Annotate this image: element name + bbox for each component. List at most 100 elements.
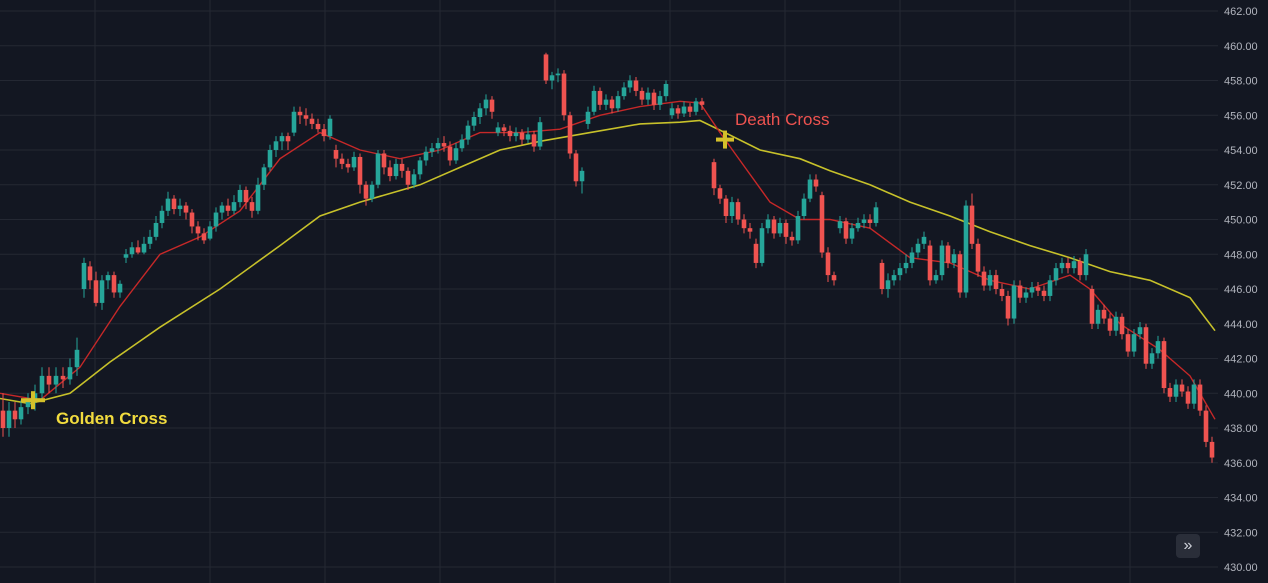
candle-body bbox=[807, 179, 813, 199]
candle bbox=[777, 217, 783, 237]
candle bbox=[339, 153, 345, 170]
price-axis[interactable]: 430.00 432.00 434.00 436.00 438.00 440.00 442.… bbox=[1224, 6, 1258, 574]
candle bbox=[573, 150, 579, 187]
candle bbox=[507, 125, 513, 142]
candle bbox=[261, 163, 267, 190]
grid bbox=[0, 0, 1218, 583]
candle-body bbox=[669, 108, 675, 116]
candle-body bbox=[351, 156, 357, 168]
candle bbox=[621, 82, 627, 100]
y-tick-label: 450.00 bbox=[1224, 215, 1258, 227]
y-tick-label: 438.00 bbox=[1224, 423, 1258, 435]
candle bbox=[1101, 304, 1107, 324]
candle-body bbox=[279, 136, 285, 142]
death-cross-marker bbox=[716, 130, 734, 149]
candle bbox=[60, 367, 66, 389]
annotations: Golden Cross Death Cross bbox=[21, 110, 829, 428]
candle-body bbox=[1167, 388, 1173, 397]
candle-body bbox=[933, 275, 939, 281]
candle-body bbox=[267, 150, 273, 168]
candle bbox=[477, 103, 483, 124]
scroll-to-realtime-button[interactable]: » bbox=[1176, 534, 1200, 558]
candle-body bbox=[1089, 289, 1095, 324]
candle-body bbox=[201, 233, 207, 241]
candle bbox=[1179, 379, 1185, 397]
candle bbox=[945, 242, 951, 269]
candle bbox=[495, 122, 501, 137]
candle-body bbox=[777, 222, 783, 234]
candle bbox=[717, 184, 723, 204]
candle bbox=[669, 103, 675, 119]
candle-body bbox=[555, 73, 561, 76]
candle bbox=[93, 271, 99, 307]
candle-body bbox=[171, 198, 177, 210]
candle-body bbox=[12, 410, 18, 420]
candle bbox=[333, 144, 339, 168]
candle bbox=[423, 146, 429, 166]
candle-body bbox=[591, 90, 597, 112]
candles bbox=[0, 52, 1215, 463]
candle bbox=[387, 160, 393, 182]
candle bbox=[1095, 304, 1101, 329]
candle-body bbox=[615, 96, 621, 109]
candle-body bbox=[1053, 268, 1059, 281]
candle-body bbox=[303, 115, 309, 119]
candle bbox=[417, 156, 423, 180]
candle-body bbox=[1161, 341, 1167, 389]
candle-body bbox=[417, 160, 423, 175]
candle bbox=[453, 143, 459, 164]
candle bbox=[1125, 328, 1131, 357]
candle-body bbox=[393, 163, 399, 177]
candle bbox=[297, 106, 303, 124]
candle bbox=[399, 158, 405, 178]
candle-body bbox=[67, 367, 73, 380]
y-tick-label: 456.00 bbox=[1224, 110, 1258, 122]
candle-body bbox=[117, 283, 123, 293]
candle-body bbox=[573, 153, 579, 182]
candle bbox=[723, 195, 729, 223]
candle bbox=[405, 167, 411, 190]
candle-body bbox=[261, 167, 267, 185]
candle-body bbox=[363, 184, 369, 199]
candle-body bbox=[801, 198, 807, 217]
candle-body bbox=[1083, 254, 1089, 276]
candle bbox=[39, 367, 45, 402]
candle-body bbox=[273, 141, 279, 150]
candle-body bbox=[1137, 327, 1143, 335]
candle-body bbox=[297, 111, 303, 116]
candle bbox=[699, 97, 705, 111]
candle-body bbox=[891, 275, 897, 281]
candle bbox=[123, 249, 129, 263]
candle bbox=[147, 229, 153, 250]
candle-body bbox=[177, 205, 183, 210]
candle bbox=[585, 106, 591, 130]
candle-body bbox=[1029, 287, 1035, 293]
candle-body bbox=[159, 210, 165, 223]
candle bbox=[501, 123, 507, 137]
candle-body bbox=[411, 174, 417, 185]
candle-body bbox=[1185, 391, 1191, 404]
candle bbox=[141, 236, 147, 255]
golden-cross-marker bbox=[21, 391, 45, 410]
candle bbox=[951, 249, 957, 269]
candle-body bbox=[537, 122, 543, 147]
candle bbox=[897, 262, 903, 281]
candle bbox=[447, 141, 453, 166]
candle bbox=[927, 240, 933, 286]
candle-body bbox=[459, 139, 465, 149]
y-tick-label: 462.00 bbox=[1224, 6, 1258, 18]
candle bbox=[1161, 337, 1167, 394]
candle bbox=[429, 143, 435, 157]
candle bbox=[651, 89, 657, 111]
candle-body bbox=[387, 167, 393, 177]
candle-body bbox=[861, 219, 867, 223]
candle bbox=[819, 191, 825, 258]
candle bbox=[1209, 436, 1215, 463]
candle bbox=[1203, 405, 1209, 448]
candle-body bbox=[855, 222, 861, 229]
candle bbox=[159, 205, 165, 229]
candle bbox=[987, 269, 993, 291]
candle-body bbox=[465, 125, 471, 140]
